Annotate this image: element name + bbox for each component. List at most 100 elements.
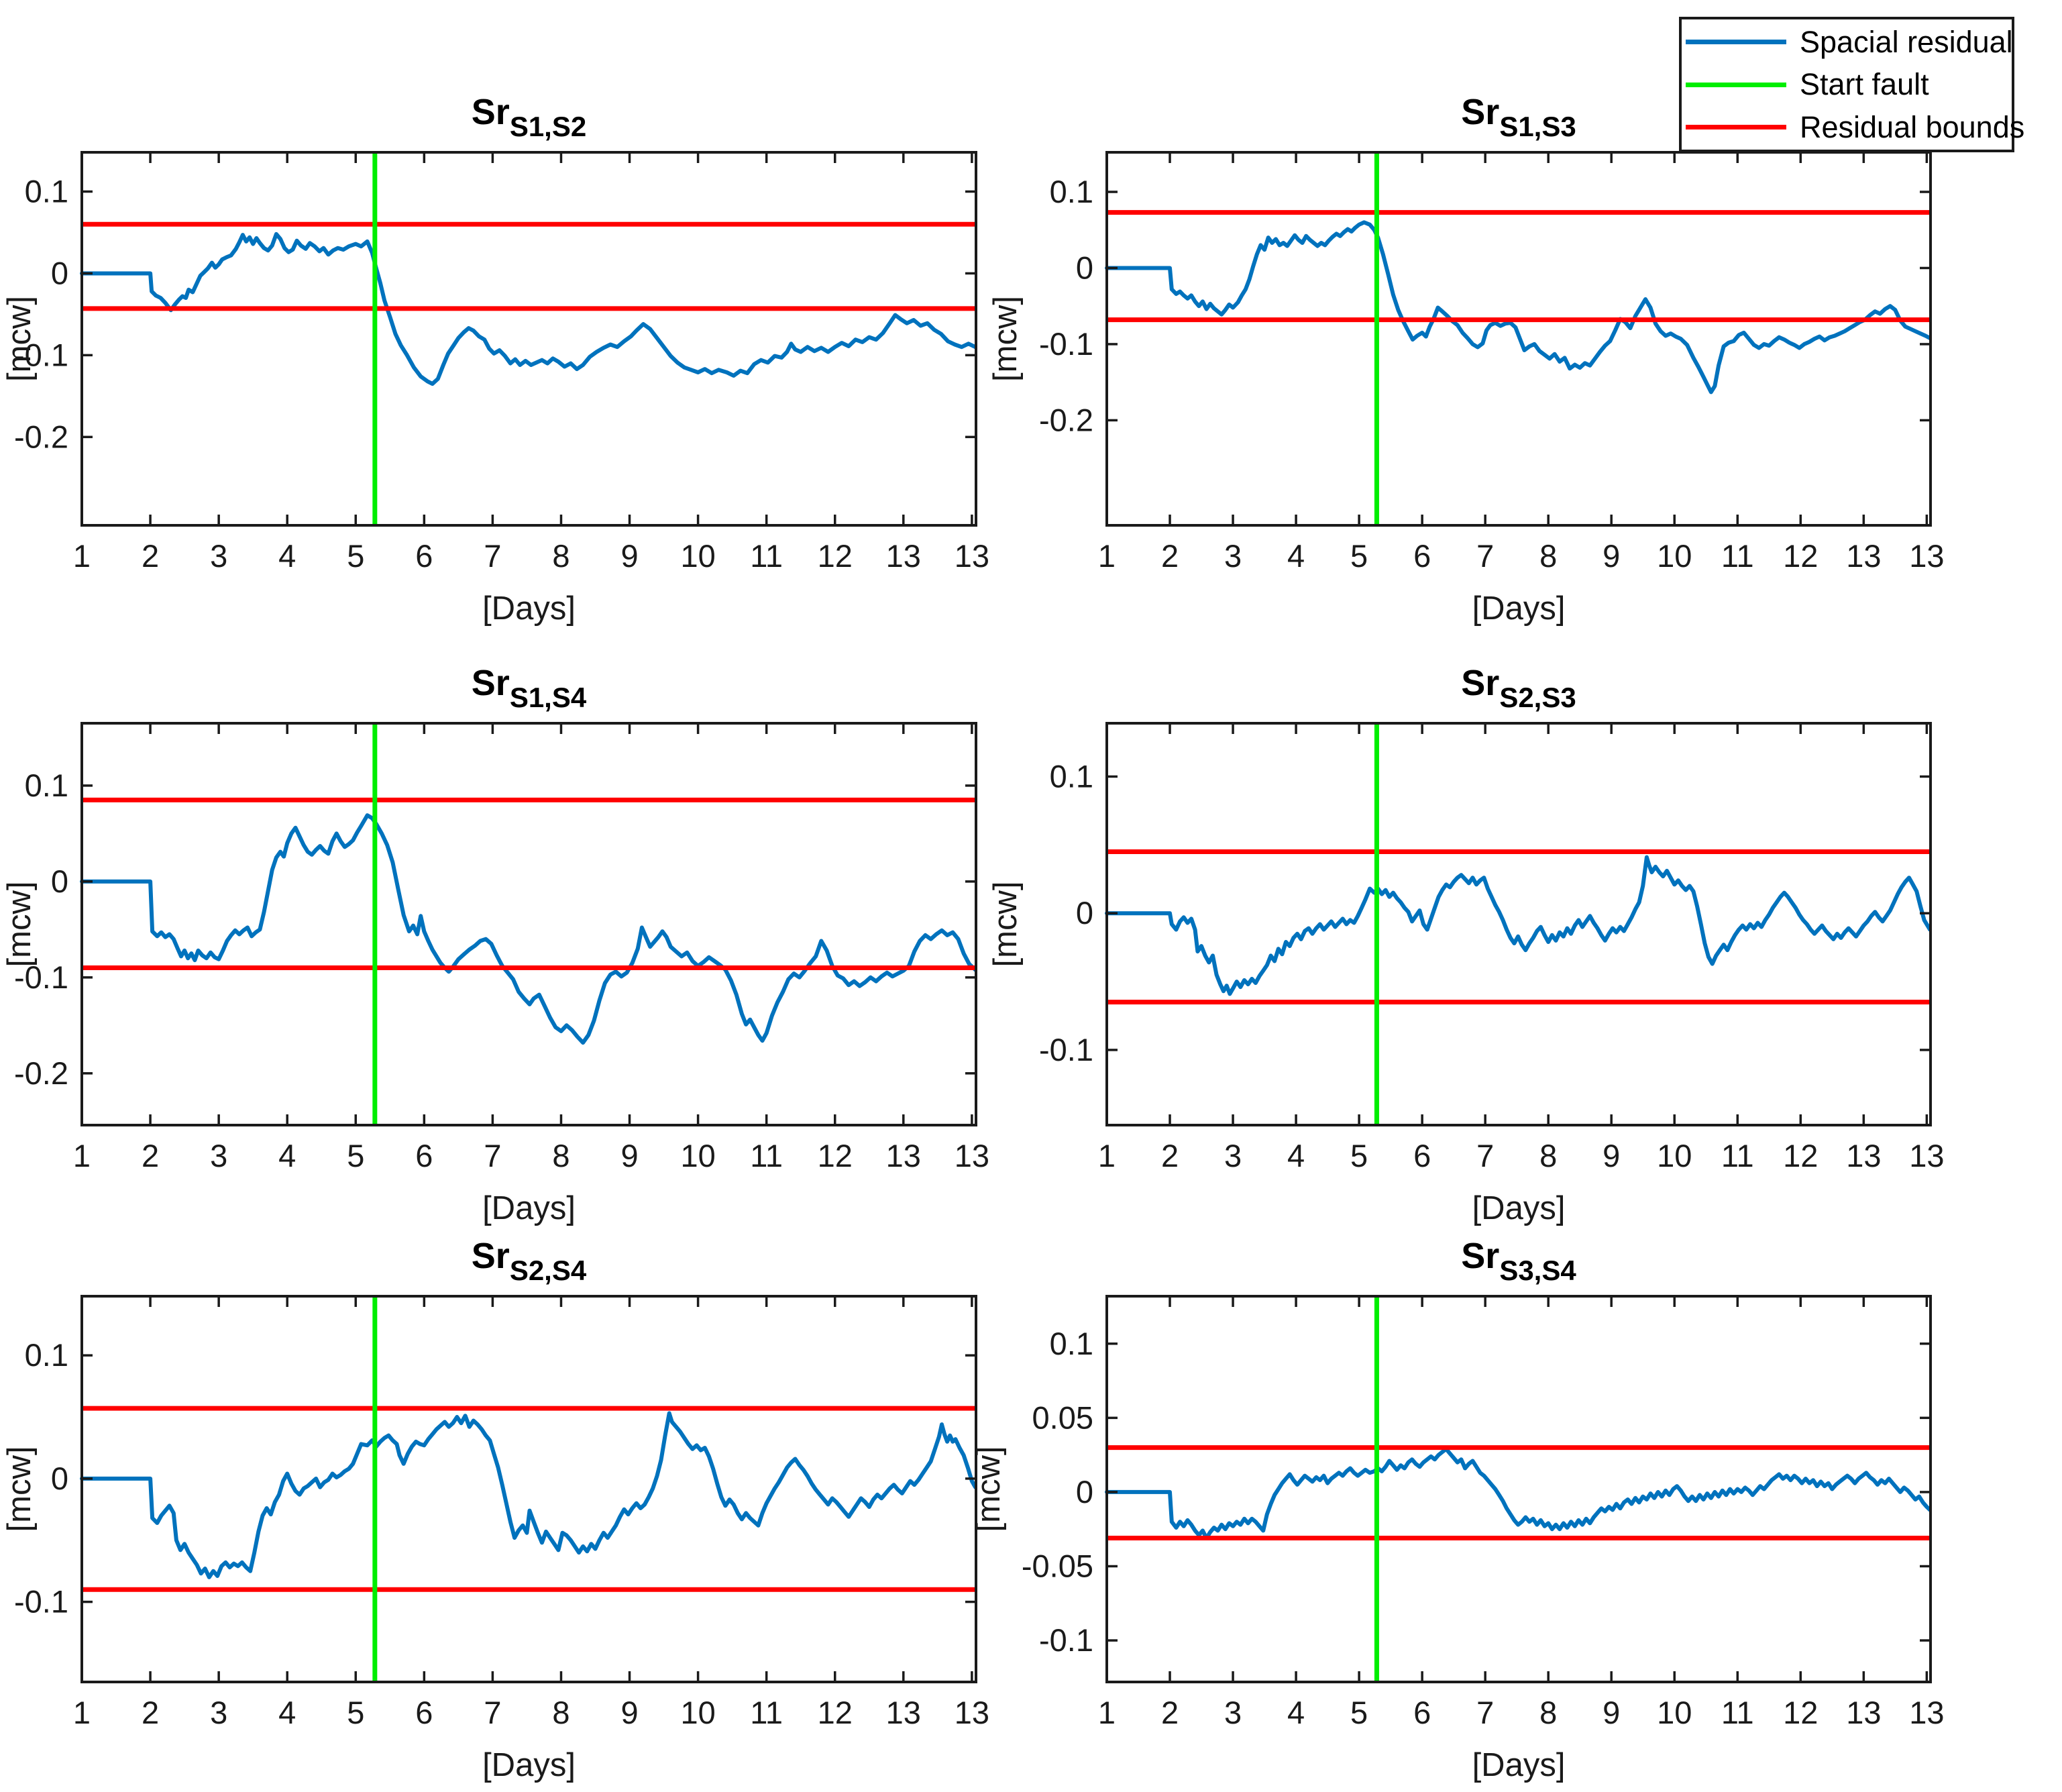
- spacial-residual-line: [80, 231, 977, 386]
- axes-box: [80, 151, 977, 527]
- y-tick-label: 0: [1076, 250, 1093, 285]
- y-axis-label: [mcw]: [987, 882, 1024, 967]
- x-tick-label: 9: [620, 1138, 638, 1173]
- y-tick-label: 0.1: [1050, 1326, 1093, 1361]
- x-tick-label: 7: [1476, 1138, 1494, 1173]
- legend-box: Spacial residual Start fault Residual bo…: [1679, 17, 2024, 152]
- x-tick-label: 10: [680, 1695, 715, 1730]
- x-tick-label: 13: [955, 1695, 989, 1730]
- y-tick-label: 0: [1076, 1474, 1093, 1510]
- panel-sr-s1-s3: 1 2 3 4 5 6 7 8 9 10 11 12 13 130.10-0.1-0.2SrS1,S3[D…: [987, 92, 1944, 627]
- legend-item-start-fault: Start fault: [1682, 64, 2012, 105]
- panel-sr-s1-s2: 1 2 3 4 5 6 7 8 9 10 11 12 13 130.10-0.1-0.2SrS1,S2[D…: [1, 92, 989, 627]
- x-tick-label: 7: [484, 1695, 501, 1730]
- x-tick-label: 13: [886, 1695, 921, 1730]
- x-tick-label: 4: [1287, 1695, 1305, 1730]
- x-tick-label: 5: [347, 1695, 364, 1730]
- y-axis-label: [mcw]: [1, 296, 38, 382]
- x-tick-label: 3: [210, 538, 227, 574]
- x-tick-label: 13: [955, 538, 989, 574]
- x-tick-label: 10: [680, 538, 715, 574]
- x-tick-label: 3: [1224, 1695, 1242, 1730]
- x-tick-label: 4: [278, 1695, 296, 1730]
- fault-line-swatch: [1686, 82, 1786, 87]
- x-tick-label: 2: [1161, 1138, 1179, 1173]
- x-tick-label: 1: [73, 538, 91, 574]
- x-tick-label: 12: [818, 1695, 853, 1730]
- x-tick-label: 11: [750, 1695, 783, 1730]
- x-axis-label: [Days]: [482, 590, 576, 627]
- x-tick-label: 6: [1413, 1695, 1431, 1730]
- axes-box: [1105, 722, 1932, 1126]
- x-tick-label: 7: [1476, 538, 1494, 574]
- x-tick-label: 1: [1098, 1138, 1116, 1173]
- panel-sr-s1-s4: 1 2 3 4 5 6 7 8 9 10 11 12 13 130.10-0.1-0.2SrS1,S4[D…: [1, 663, 989, 1226]
- x-tick-label: 12: [818, 1138, 853, 1173]
- x-tick-label: 8: [1539, 1138, 1557, 1173]
- x-tick-label: 13: [886, 1138, 921, 1173]
- legend-label: Start fault: [1800, 67, 1929, 101]
- x-tick-label: 13: [1909, 538, 1944, 574]
- x-axis-label: [Days]: [482, 1747, 576, 1783]
- axes-box: [80, 1295, 977, 1683]
- x-tick-label: 2: [1161, 538, 1179, 574]
- y-axis-label: [mcw]: [1, 882, 38, 967]
- x-tick-label: 13: [1846, 1138, 1881, 1173]
- x-tick-label: 13: [886, 538, 921, 574]
- spacial-residual-line: [1105, 855, 1933, 996]
- x-tick-label: 10: [1657, 538, 1692, 574]
- x-axis-label: [Days]: [1472, 590, 1566, 627]
- y-tick-label: 0.1: [25, 768, 68, 803]
- x-tick-label: 12: [1783, 538, 1818, 574]
- bounds-line-swatch: [1686, 125, 1786, 129]
- y-tick-label: 0: [51, 863, 68, 899]
- x-tick-label: 8: [552, 1138, 569, 1173]
- x-tick-label: 8: [552, 1695, 569, 1730]
- x-axis-label: [Days]: [482, 1190, 576, 1226]
- spacial-residual-line: [80, 813, 977, 1045]
- legend-label: Spacial residual: [1800, 24, 2013, 59]
- x-tick-label: 12: [1783, 1695, 1818, 1730]
- x-tick-label: 13: [955, 1138, 989, 1173]
- x-tick-label: 8: [1539, 538, 1557, 574]
- y-axis-label: [mcw]: [987, 296, 1024, 382]
- x-tick-label: 3: [1224, 1138, 1242, 1173]
- x-tick-label: 7: [484, 538, 501, 574]
- x-tick-label: 6: [1413, 1138, 1431, 1173]
- x-tick-label: 4: [1287, 1138, 1305, 1173]
- x-tick-label: 1: [73, 1138, 91, 1173]
- x-tick-label: 9: [1603, 1695, 1620, 1730]
- y-tick-label: -0.1: [1039, 1032, 1093, 1067]
- x-tick-label: 5: [1350, 1695, 1368, 1730]
- y-tick-label: -0.1: [14, 1584, 68, 1620]
- y-tick-label: 0.05: [1032, 1400, 1093, 1435]
- x-tick-label: 13: [1846, 1695, 1881, 1730]
- x-tick-label: 4: [278, 1138, 296, 1173]
- x-tick-label: 10: [680, 1138, 715, 1173]
- x-tick-label: 10: [1657, 1695, 1692, 1730]
- x-tick-label: 11: [1721, 1138, 1754, 1173]
- x-tick-label: 5: [1350, 538, 1368, 574]
- y-tick-label: -0.2: [14, 419, 68, 454]
- y-tick-label: 0.1: [1050, 174, 1093, 209]
- spacial-residual-line: [80, 1411, 977, 1579]
- x-tick-label: 11: [1721, 1695, 1754, 1730]
- axes-box: [80, 722, 977, 1126]
- x-tick-label: 13: [1909, 1138, 1944, 1173]
- y-tick-label: 0: [51, 1461, 68, 1496]
- x-tick-label: 11: [750, 538, 783, 574]
- x-tick-label: 5: [1350, 1138, 1368, 1173]
- x-tick-label: 6: [415, 538, 433, 574]
- y-tick-label: 0: [1076, 895, 1093, 931]
- y-axis-label: [mcw]: [971, 1446, 1007, 1532]
- y-tick-label: -0.05: [1022, 1548, 1093, 1584]
- x-tick-label: 5: [347, 538, 364, 574]
- x-tick-label: 9: [620, 538, 638, 574]
- panel-title: SrS2,S4: [472, 1236, 587, 1286]
- panel-title: SrS2,S3: [1461, 663, 1576, 713]
- y-tick-label: -0.2: [14, 1055, 68, 1091]
- panel-title: SrS1,S4: [472, 663, 587, 713]
- x-tick-label: 9: [620, 1695, 638, 1730]
- x-tick-label: 7: [1476, 1695, 1494, 1730]
